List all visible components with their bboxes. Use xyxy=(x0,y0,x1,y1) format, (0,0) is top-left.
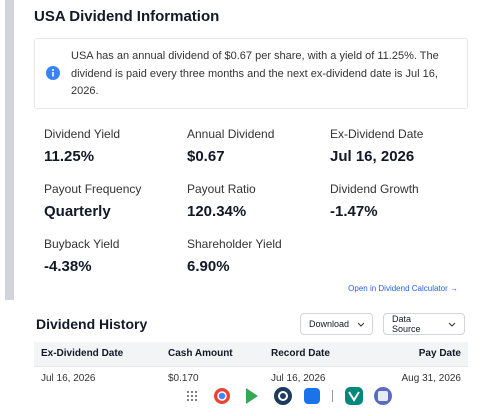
stat-value: -1.47% xyxy=(330,203,378,220)
stat-label: Payout Frequency xyxy=(44,182,142,196)
table-cell: $0.170 xyxy=(168,373,199,383)
stat-value: Jul 16, 2026 xyxy=(330,148,415,165)
column-header: Ex-Dividend Date xyxy=(41,348,124,359)
chevron xyxy=(357,322,364,327)
column-header: Pay Date xyxy=(418,348,461,359)
history-title: Dividend History xyxy=(36,316,148,332)
stat-label: Shareholder Yield xyxy=(187,237,282,251)
stat-label: Dividend Growth xyxy=(330,182,419,196)
stat-value: 120.34% xyxy=(187,203,247,220)
stat-label: Buyback Yield xyxy=(44,237,120,251)
download-button[interactable]: Download xyxy=(300,313,373,335)
table-cell: Jul 16, 2026 xyxy=(271,373,326,383)
table-cell: Jul 16, 2026 xyxy=(41,373,96,383)
data-source-button[interactable]: Data Source xyxy=(383,313,465,335)
taskbar-icons xyxy=(187,387,392,405)
table-header xyxy=(34,342,468,367)
stat-value: -4.38% xyxy=(44,258,92,275)
calculator-link[interactable]: Open in Dividend Calculator → xyxy=(348,284,458,293)
info-box xyxy=(34,38,468,109)
stat-label: Payout Ratio xyxy=(187,182,256,196)
column-header: Record Date xyxy=(271,348,330,359)
stat-value: 11.25% xyxy=(44,148,95,165)
button-label: Download xyxy=(309,319,350,329)
title: USA Dividend Information xyxy=(34,8,220,25)
info-icon xyxy=(46,66,60,80)
stat-value: 6.90% xyxy=(187,258,230,275)
info-text: USA has an annual dividend of $0.67 per … xyxy=(71,50,439,97)
stat-label: Dividend Yield xyxy=(44,127,121,141)
stat-label: Annual Dividend xyxy=(187,127,275,141)
button-label: Data Source xyxy=(392,314,421,334)
stat-value: $0.67 xyxy=(187,148,225,165)
stat-value: Quarterly xyxy=(44,203,111,220)
taskbar xyxy=(0,383,480,411)
stat-label: Ex-Dividend Date xyxy=(330,127,424,141)
chevron xyxy=(448,322,456,327)
page: USA Dividend Information USA has an annu… xyxy=(5,0,468,383)
scrollbar xyxy=(5,0,14,300)
column-header: Cash Amount xyxy=(168,348,233,359)
table-cell: Aug 31, 2026 xyxy=(401,373,462,383)
